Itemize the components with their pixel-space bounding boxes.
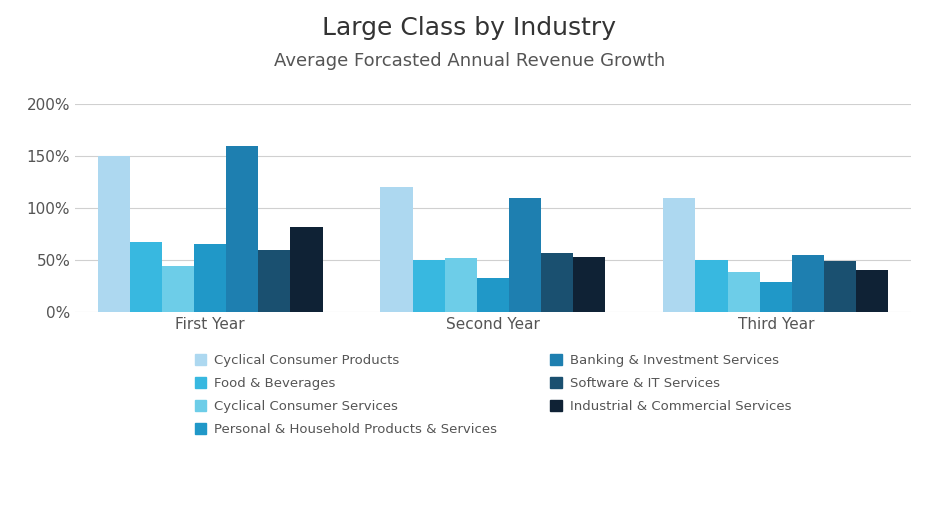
Bar (663, 198, 696, 312)
Text: Large Class by Industry: Large Class by Industry (322, 16, 617, 40)
Text: Average Forcasted Annual Revenue Growth: Average Forcasted Annual Revenue Growth (274, 52, 665, 70)
Bar (792, 255, 824, 312)
Bar (824, 261, 856, 312)
Bar (445, 258, 477, 312)
Bar (509, 198, 541, 312)
Bar (130, 242, 162, 312)
Bar (760, 282, 792, 312)
Bar (541, 253, 574, 312)
Bar (696, 260, 728, 312)
Bar (226, 146, 258, 312)
Bar (258, 250, 290, 312)
Bar (728, 272, 760, 312)
Bar (477, 278, 509, 312)
Bar (162, 266, 194, 312)
Bar (290, 227, 323, 312)
Bar (856, 270, 888, 312)
Bar (574, 257, 606, 312)
Bar (194, 244, 226, 312)
Bar (380, 187, 412, 312)
Bar (412, 260, 445, 312)
Legend: Cyclical Consumer Products, Food & Beverages, Cyclical Consumer Services, Person: Cyclical Consumer Products, Food & Bever… (188, 348, 798, 443)
Bar (98, 156, 130, 312)
